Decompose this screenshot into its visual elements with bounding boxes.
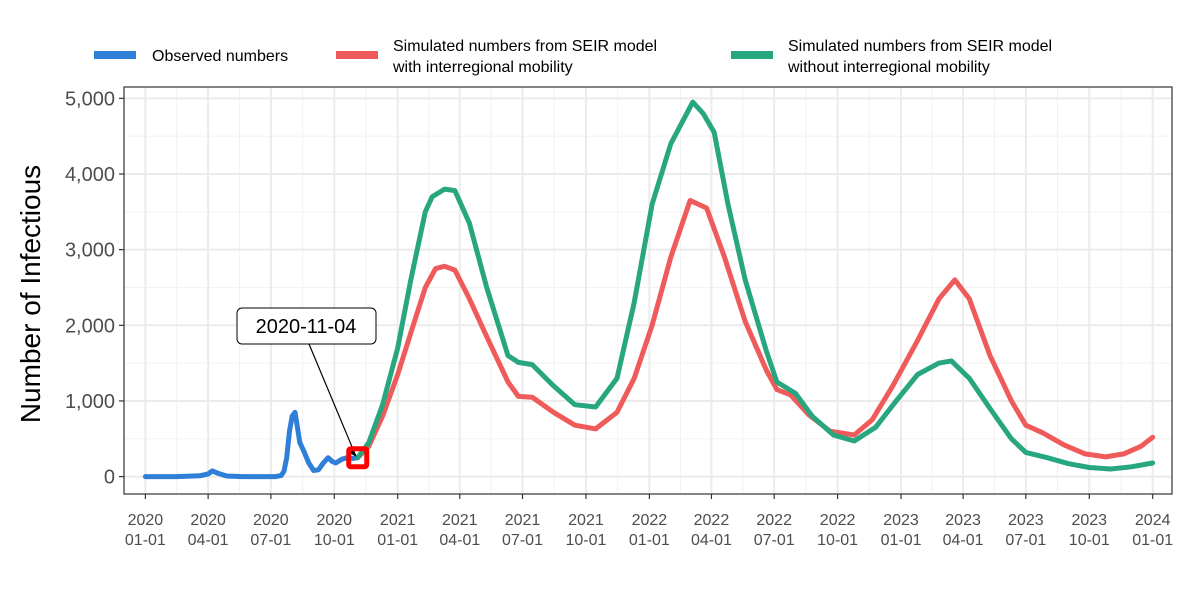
legend-label-with-mobility: Simulated numbers from SEIR model with i…: [392, 38, 662, 76]
y-tick-label: 1,000: [65, 391, 115, 413]
annotation-label: 2020-11-04: [256, 316, 357, 338]
grid: [124, 87, 1172, 494]
x-tick-label: 2020 01-01: [125, 512, 166, 549]
y-tick-label: 0: [104, 467, 115, 489]
legend-item-observed: Observed numbers: [94, 48, 288, 65]
x-tick-label: 2022 01-01: [629, 512, 670, 549]
x-tick-label: 2022 04-01: [691, 512, 732, 549]
x-tick-label: 2022 07-01: [754, 512, 795, 549]
y-tick-label: 3,000: [65, 240, 115, 262]
annotation: 2020-11-04: [236, 307, 377, 470]
x-tick-label: 2022 10-01: [817, 512, 858, 549]
series-with-mobility-line: [355, 198, 1156, 461]
x-tick-label: 2020 07-01: [250, 512, 291, 549]
x-tick-label: 2024 01-01: [1132, 512, 1173, 549]
x-tick-label: 2023 10-01: [1069, 512, 1110, 549]
x-tick-label: 2021 01-01: [377, 512, 418, 549]
legend: Observed numbers Simulated numbers from …: [94, 38, 1057, 76]
x-tick-label: 2020 04-01: [188, 512, 229, 549]
y-tick-label: 4,000: [65, 164, 115, 186]
series-without-mobility-line: [355, 99, 1156, 472]
x-tick-label: 2023 04-01: [943, 512, 984, 549]
legend-item-without-mobility: Simulated numbers from SEIR model withou…: [731, 38, 1057, 76]
legend-label-without-mobility: Simulated numbers from SEIR model withou…: [787, 38, 1057, 76]
x-tick-label: 2021 07-01: [502, 512, 543, 549]
series-observed-line: [142, 409, 361, 480]
legend-label-observed: Observed numbers: [152, 48, 288, 65]
x-tick-label: 2021 10-01: [565, 512, 606, 549]
y-axis-label: Number of Infectious: [15, 165, 46, 423]
legend-item-with-mobility: Simulated numbers from SEIR model with i…: [336, 38, 662, 76]
panel-border: [123, 86, 1173, 495]
x-tick-label: 2020 10-01: [314, 512, 355, 549]
y-axis-ticks: 0 1,000 2,000 3,000 4,000 5,000: [65, 88, 124, 489]
x-tick-label: 2021 04-01: [439, 512, 480, 549]
y-tick-label: 2,000: [65, 315, 115, 337]
x-tick-label: 2023 07-01: [1005, 512, 1046, 549]
annotation-marker: [346, 446, 370, 470]
x-tick-label: 2023 01-01: [881, 512, 922, 549]
series-lines: [142, 99, 1156, 480]
annotation-label-box: [236, 307, 377, 345]
y-tick-label: 5,000: [65, 88, 115, 110]
annotation-leader-line: [308, 343, 357, 456]
panel-background: [124, 87, 1172, 494]
x-axis-ticks: 2020 01-01 2020 04-01 2020 07-01 2020 10-01 2021…: [125, 494, 1173, 549]
